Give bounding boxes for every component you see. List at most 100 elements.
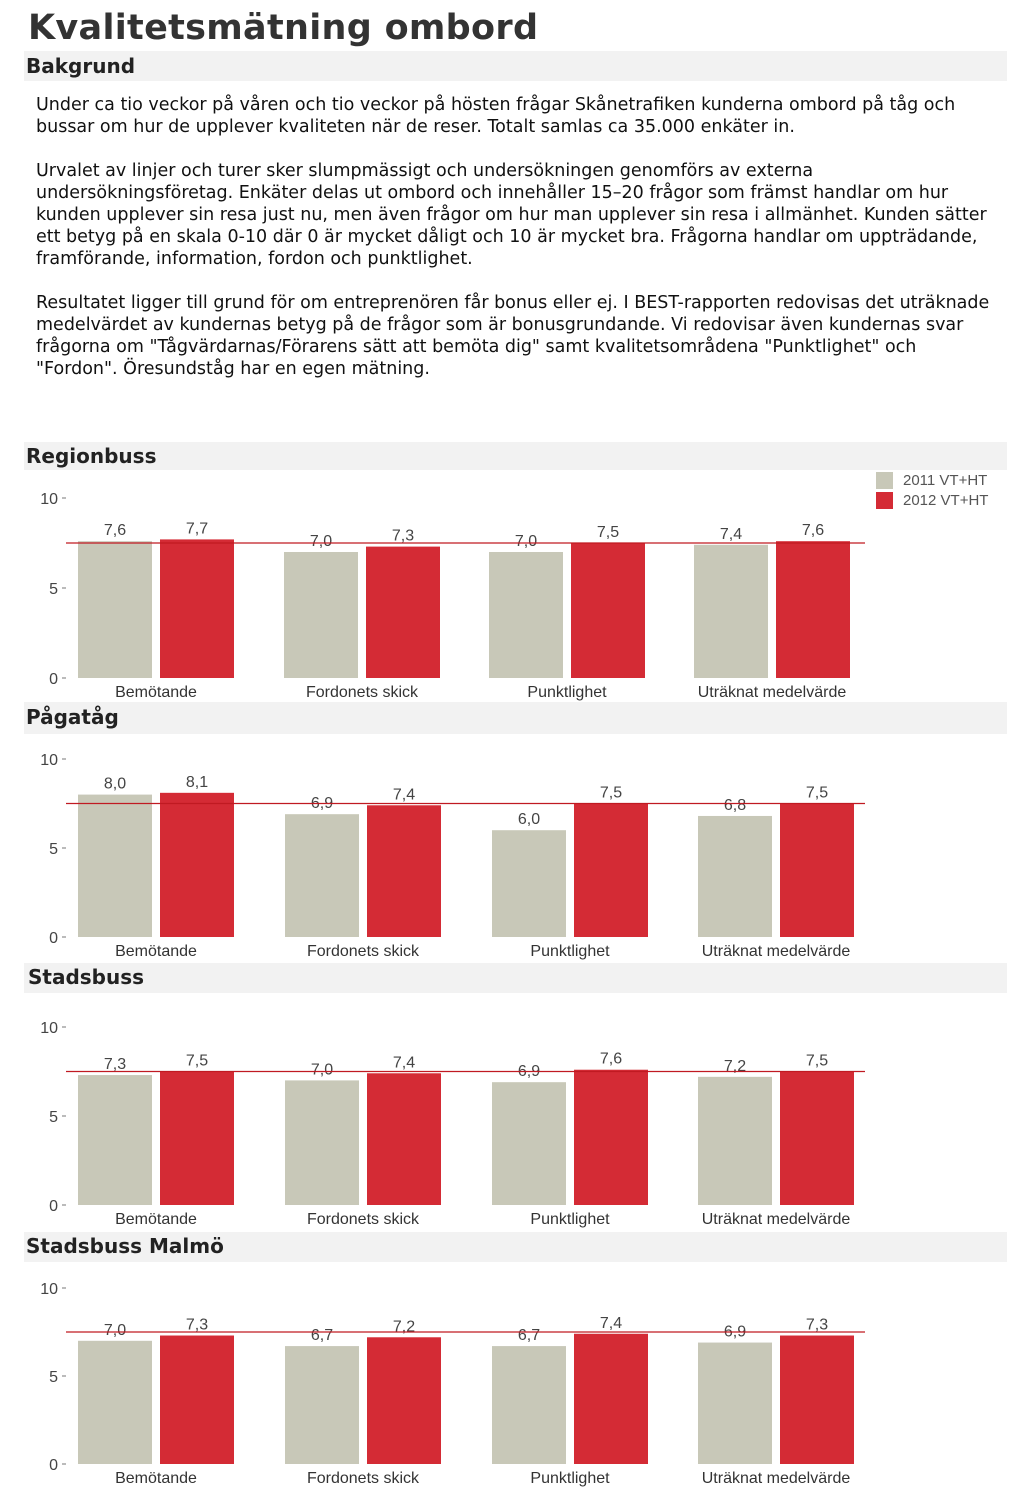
bar [574, 1333, 648, 1464]
bar [698, 1342, 772, 1464]
data-label: 7,0 [104, 1322, 126, 1339]
bar [284, 552, 358, 678]
chart-title: Regionbuss [26, 444, 157, 468]
bar [780, 1335, 854, 1464]
data-label: 7,5 [186, 1053, 208, 1070]
data-label: 7,6 [104, 522, 126, 539]
bar-chart-stadsbuss: 0 5 10 7,3 7,5 Bemötande 7,0 7,4 Fordonets skick… [40, 1020, 865, 1228]
background-text: Under ca tio veckor på våren och tio vec… [36, 94, 996, 402]
bar [492, 1346, 566, 1464]
bar [285, 1346, 359, 1464]
data-label: 7,6 [600, 1051, 622, 1068]
page-title: Kvalitetsmätning ombord [28, 8, 539, 48]
data-label: 8,0 [104, 776, 126, 793]
data-label: 8,1 [186, 774, 208, 791]
bar [574, 1069, 648, 1205]
data-label: 6,7 [311, 1327, 333, 1344]
x-tick-label: Fordonets skick [307, 1211, 420, 1228]
data-label: 7,3 [392, 528, 414, 545]
chart-header: Stadsbuss [24, 963, 1007, 993]
data-label: 7,0 [515, 533, 537, 550]
data-label: 7,3 [806, 1317, 828, 1334]
legend-item: 2011 VT+HT [876, 471, 988, 490]
bar [698, 1076, 772, 1205]
data-label: 7,4 [600, 1315, 622, 1332]
chart-header: Regionbuss [24, 442, 1007, 470]
x-tick-label: Bemötande [115, 1470, 197, 1487]
legend-swatch [876, 492, 893, 509]
data-label: 7,5 [600, 785, 622, 802]
y-tick-label: 5 [49, 1369, 58, 1386]
legend-swatch [876, 472, 893, 489]
y-tick-label: 10 [40, 491, 58, 508]
bar [285, 1080, 359, 1205]
data-label: 7,3 [186, 1317, 208, 1334]
legend-label: 2011 VT+HT [903, 472, 988, 489]
bar [367, 1073, 441, 1205]
y-tick-label: 0 [49, 930, 58, 947]
paragraph: Resultatet ligger till grund för om entr… [36, 293, 990, 379]
bar [780, 803, 854, 937]
x-tick-label: Punktlighet [527, 684, 607, 701]
paragraph: Under ca tio veckor på våren och tio vec… [36, 95, 956, 137]
legend-item: 2012 VT+HT [876, 491, 988, 510]
y-tick-label: 10 [40, 752, 58, 769]
x-tick-label: Punktlighet [530, 943, 610, 960]
bar [492, 1082, 566, 1205]
data-label: 6,7 [518, 1327, 540, 1344]
paragraph: Urvalet av linjer och turer sker slumpmä… [36, 161, 987, 269]
bar [367, 805, 441, 937]
x-tick-label: Uträknat medelvärde [702, 943, 851, 960]
chart-header: Pågatåg [24, 702, 1007, 734]
chart-title: Stadsbuss Malmö [26, 1234, 224, 1258]
data-label: 7,5 [806, 785, 828, 802]
x-tick-label: Uträknat medelvärde [702, 1470, 851, 1487]
y-tick-label: 10 [40, 1281, 58, 1298]
y-tick-label: 5 [49, 1109, 58, 1126]
section-header-bakgrund: Bakgrund [24, 51, 1007, 81]
bar [574, 803, 648, 937]
x-tick-label: Uträknat medelvärde [702, 1211, 851, 1228]
data-label: 7,3 [104, 1056, 126, 1073]
chart-title: Pågatåg [26, 705, 119, 729]
bar [160, 1071, 234, 1205]
y-tick-label: 0 [49, 1457, 58, 1474]
x-tick-label: Fordonets skick [307, 943, 420, 960]
x-tick-label: Bemötande [115, 684, 197, 701]
bar [285, 814, 359, 937]
data-label: 7,6 [802, 522, 824, 539]
data-label: 7,5 [806, 1053, 828, 1070]
bar [160, 792, 234, 937]
data-label: 7,0 [310, 533, 332, 550]
legend-label: 2012 VT+HT [903, 492, 989, 509]
x-tick-label: Fordonets skick [306, 684, 419, 701]
bar [78, 794, 152, 937]
bar [489, 552, 563, 678]
bar [492, 830, 566, 937]
data-label: 7,4 [393, 786, 415, 803]
section-title: Bakgrund [26, 54, 136, 78]
x-tick-label: Bemötande [115, 1211, 197, 1228]
bar [780, 1071, 854, 1205]
y-tick-label: 5 [49, 841, 58, 858]
data-label: 6,8 [724, 797, 746, 814]
data-label: 7,4 [720, 526, 742, 543]
bar [160, 539, 234, 678]
data-label: 7,2 [724, 1058, 746, 1075]
chart-title: Stadsbuss [28, 965, 145, 989]
bar [78, 541, 152, 678]
x-tick-label: Punktlighet [530, 1470, 610, 1487]
bar-chart-regionbuss: 0 5 10 7,6 7,7 Bemötande 7,0 7,3 Fordonets skick… [40, 491, 865, 701]
data-label: 7,7 [186, 520, 208, 537]
bar [571, 543, 645, 678]
bar [776, 541, 850, 678]
y-tick-label: 0 [49, 1198, 58, 1215]
y-tick-label: 10 [40, 1020, 58, 1037]
bar-chart-stadsbuss-malmo: 0 5 10 7,0 7,3 Bemötande 6,7 7,2 Fordonets skick… [40, 1281, 865, 1487]
bar [78, 1075, 152, 1205]
bar [694, 544, 768, 678]
y-tick-label: 0 [49, 671, 58, 688]
bar [698, 815, 772, 937]
chart-legend: 2011 VT+HT 2012 VT+HT [876, 471, 988, 511]
